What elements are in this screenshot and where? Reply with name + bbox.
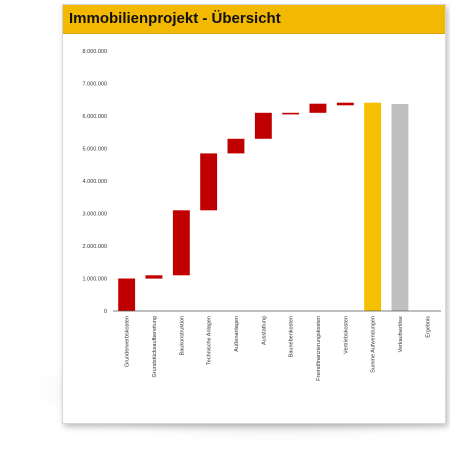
y-tick-label: 7.000.000 bbox=[83, 82, 107, 88]
category-label: Technische Anlagen bbox=[207, 316, 213, 365]
y-tick-label: 4.000.000 bbox=[83, 179, 107, 185]
waterfall-chart: 0 1.000.000 2.000.000 3.000.000 4.000.000 5.0… bbox=[83, 49, 441, 381]
category-label: Fremdfinanzierungskosten bbox=[316, 316, 322, 381]
category-label: Vertriebskosten bbox=[343, 316, 349, 354]
category-label: Ausstattung bbox=[261, 316, 267, 345]
category-label: Baunebenkosten bbox=[289, 316, 295, 357]
bar-cost bbox=[254, 112, 272, 139]
bar-cost bbox=[336, 102, 354, 106]
spreadsheet-sheet: Immobilienprojekt - Übersicht 0 1.000.000… bbox=[62, 4, 446, 424]
bar-cost bbox=[118, 278, 136, 311]
y-tick-label: 3.000.000 bbox=[83, 212, 107, 218]
y-tick-label: 2.000.000 bbox=[83, 244, 107, 250]
y-tick-label: 1.000.000 bbox=[83, 277, 107, 283]
bar-cost bbox=[172, 210, 190, 276]
y-tick-label: 5.000.000 bbox=[83, 147, 107, 153]
y-tick-label: 8.000.000 bbox=[83, 49, 107, 55]
bar-cost bbox=[227, 138, 245, 154]
category-label: Grundstücksaufbereitung bbox=[152, 316, 158, 377]
bar-total bbox=[364, 102, 382, 311]
y-tick-label: 0 bbox=[104, 309, 107, 315]
y-tick-label: 6.000.000 bbox=[83, 114, 107, 120]
category-label: Summe Aufwendungen bbox=[371, 316, 377, 373]
title-bar: Immobilienprojekt - Übersicht bbox=[63, 5, 445, 34]
bar-cost bbox=[200, 153, 218, 211]
page-title: Immobilienprojekt - Übersicht bbox=[69, 10, 281, 27]
bar-revenue bbox=[391, 104, 409, 311]
category-label: Ergebnis bbox=[425, 316, 431, 338]
bar-cost bbox=[309, 103, 327, 113]
category-label: Baukonstruktion bbox=[179, 316, 185, 355]
bar-cost bbox=[282, 112, 300, 115]
category-label: Grunderwerbskosten bbox=[125, 316, 131, 367]
category-label: Verkaufserlöse bbox=[398, 316, 404, 352]
category-label: Außenanlagen bbox=[234, 316, 240, 352]
bar-cost bbox=[145, 275, 163, 279]
